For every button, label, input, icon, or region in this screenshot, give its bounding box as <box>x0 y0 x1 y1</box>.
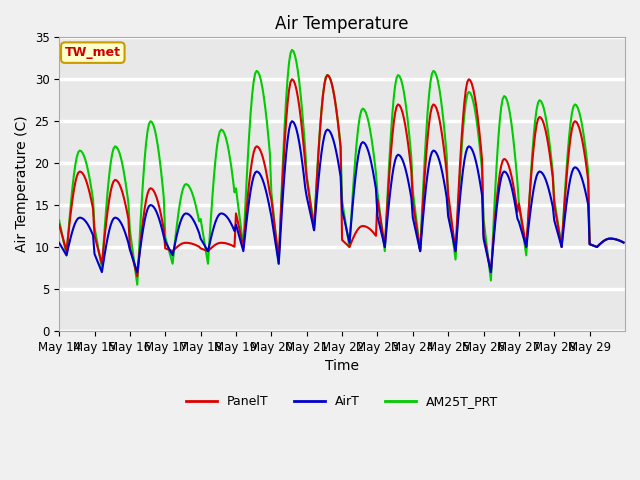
AM25T_PRT <box>92 233 100 239</box>
AM25T_PRT <box>55 217 63 223</box>
AirT <box>545 185 552 191</box>
AM25T_PRT <box>618 239 626 245</box>
AM25T_PRT <box>349 197 356 203</box>
Text: TW_met: TW_met <box>65 46 121 59</box>
PanelT <box>461 99 468 105</box>
Line: AirT: AirT <box>59 121 623 272</box>
AirT <box>98 269 106 275</box>
AM25T_PRT <box>461 111 468 117</box>
Line: PanelT: PanelT <box>59 75 623 276</box>
AM25T_PRT <box>74 149 82 155</box>
PanelT <box>323 72 331 78</box>
AM25T_PRT <box>133 282 141 288</box>
X-axis label: Time: Time <box>325 359 359 373</box>
PanelT <box>55 222 63 228</box>
PanelT <box>618 239 626 245</box>
PanelT <box>133 274 141 279</box>
PanelT <box>545 143 552 148</box>
AirT <box>349 205 356 211</box>
PanelT <box>620 240 627 245</box>
AM25T_PRT <box>620 240 627 245</box>
AirT <box>618 239 626 245</box>
Y-axis label: Air Temperature (C): Air Temperature (C) <box>15 116 29 252</box>
AirT <box>620 240 627 245</box>
PanelT <box>74 170 82 176</box>
PanelT <box>349 237 356 243</box>
AirT <box>461 157 468 163</box>
Legend: PanelT, AirT, AM25T_PRT: PanelT, AirT, AM25T_PRT <box>181 390 503 413</box>
AM25T_PRT <box>545 131 552 137</box>
Title: Air Temperature: Air Temperature <box>275 15 409 33</box>
AirT <box>92 255 100 261</box>
Line: AM25T_PRT: AM25T_PRT <box>59 50 623 285</box>
PanelT <box>92 239 100 244</box>
AirT <box>55 240 63 246</box>
AirT <box>288 118 296 124</box>
AM25T_PRT <box>288 47 296 53</box>
AirT <box>74 216 82 221</box>
